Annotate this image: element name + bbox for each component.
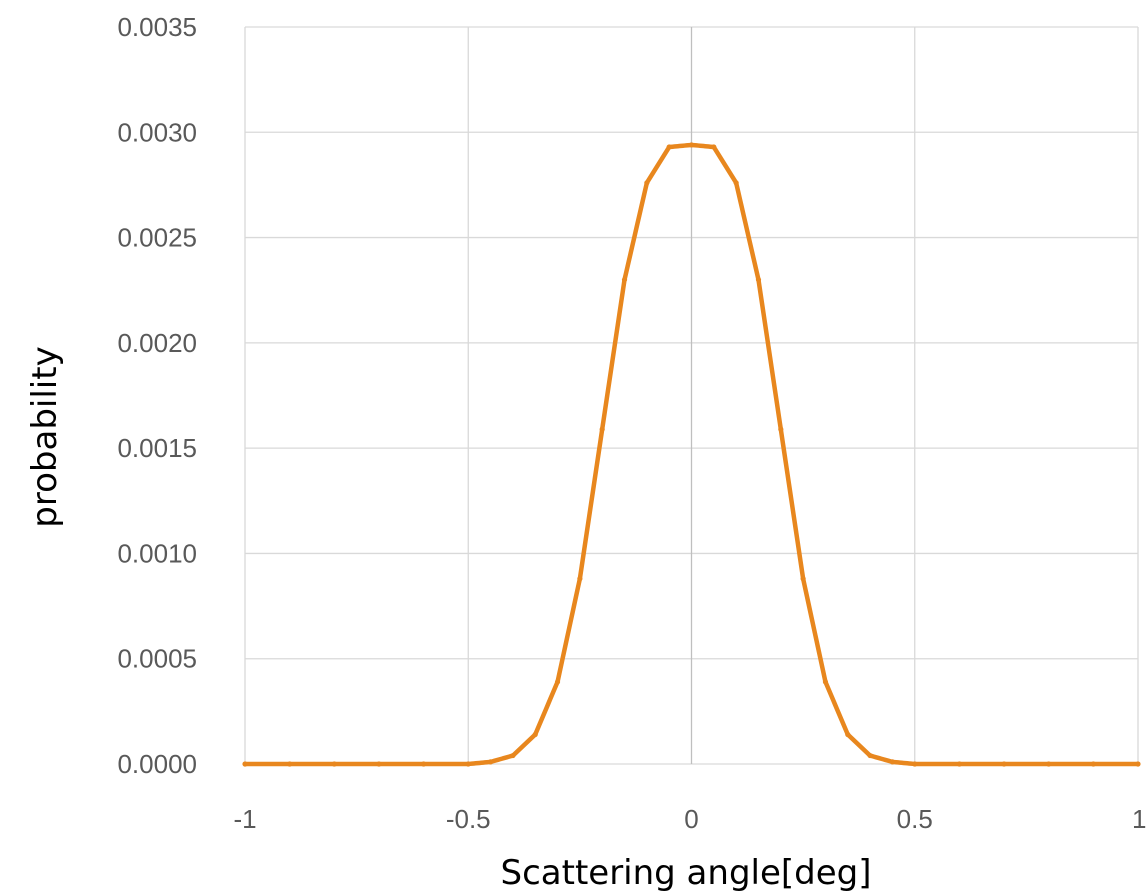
y-tick-label: 0.0015	[117, 433, 197, 463]
data-point	[1001, 761, 1007, 767]
data-point	[755, 277, 762, 283]
data-point	[956, 761, 963, 767]
data-point	[1090, 761, 1096, 767]
x-axis-title: Scattering angle[deg]	[501, 853, 872, 893]
data-point	[845, 731, 851, 738]
data-point	[510, 752, 516, 759]
x-tick-label: -0.5	[446, 804, 491, 834]
x-tick-label: 0.5	[897, 804, 933, 834]
x-tick-label: -1	[233, 804, 256, 834]
data-point	[867, 752, 873, 759]
data-point	[889, 759, 896, 765]
x-tick-label: 0	[684, 804, 698, 834]
series-points	[242, 142, 1141, 767]
data-point	[599, 426, 605, 432]
x-tick-labels: -1 -0.5 0 0.5 1	[233, 804, 1146, 834]
data-point	[666, 144, 672, 150]
data-point	[621, 277, 628, 283]
data-point	[822, 679, 829, 685]
y-tick-label: 0.0005	[117, 644, 197, 674]
y-tick-label: 0.0010	[117, 538, 197, 568]
y-tick-label: 0.0020	[117, 328, 197, 358]
y-tick-label: 0.0035	[117, 12, 197, 42]
data-point	[733, 180, 739, 186]
y-tick-labels: 0.0000 0.0005 0.0010 0.0015 0.0020 0.0025 0.00…	[117, 12, 197, 779]
gridlines	[244, 26, 1139, 765]
data-point	[912, 761, 918, 767]
data-point	[778, 426, 784, 432]
data-point	[800, 576, 806, 582]
data-point	[331, 761, 337, 767]
data-point	[644, 180, 650, 186]
data-point	[465, 761, 471, 767]
y-tick-label: 0.0030	[117, 117, 197, 147]
y-tick-label: 0.0000	[117, 749, 197, 779]
data-point	[554, 679, 561, 685]
y-tick-label: 0.0025	[117, 223, 197, 253]
data-point	[577, 576, 583, 582]
data-point	[287, 761, 293, 767]
y-axis-title: probability	[25, 346, 65, 527]
data-point	[1135, 761, 1141, 767]
x-tick-label: 1	[1132, 804, 1146, 834]
data-point	[688, 142, 695, 148]
data-point	[421, 761, 427, 767]
data-point	[532, 731, 538, 738]
data-point	[711, 144, 717, 150]
data-point	[1046, 761, 1052, 767]
data-point	[376, 761, 382, 767]
data-point	[487, 759, 494, 765]
data-point	[242, 761, 248, 767]
